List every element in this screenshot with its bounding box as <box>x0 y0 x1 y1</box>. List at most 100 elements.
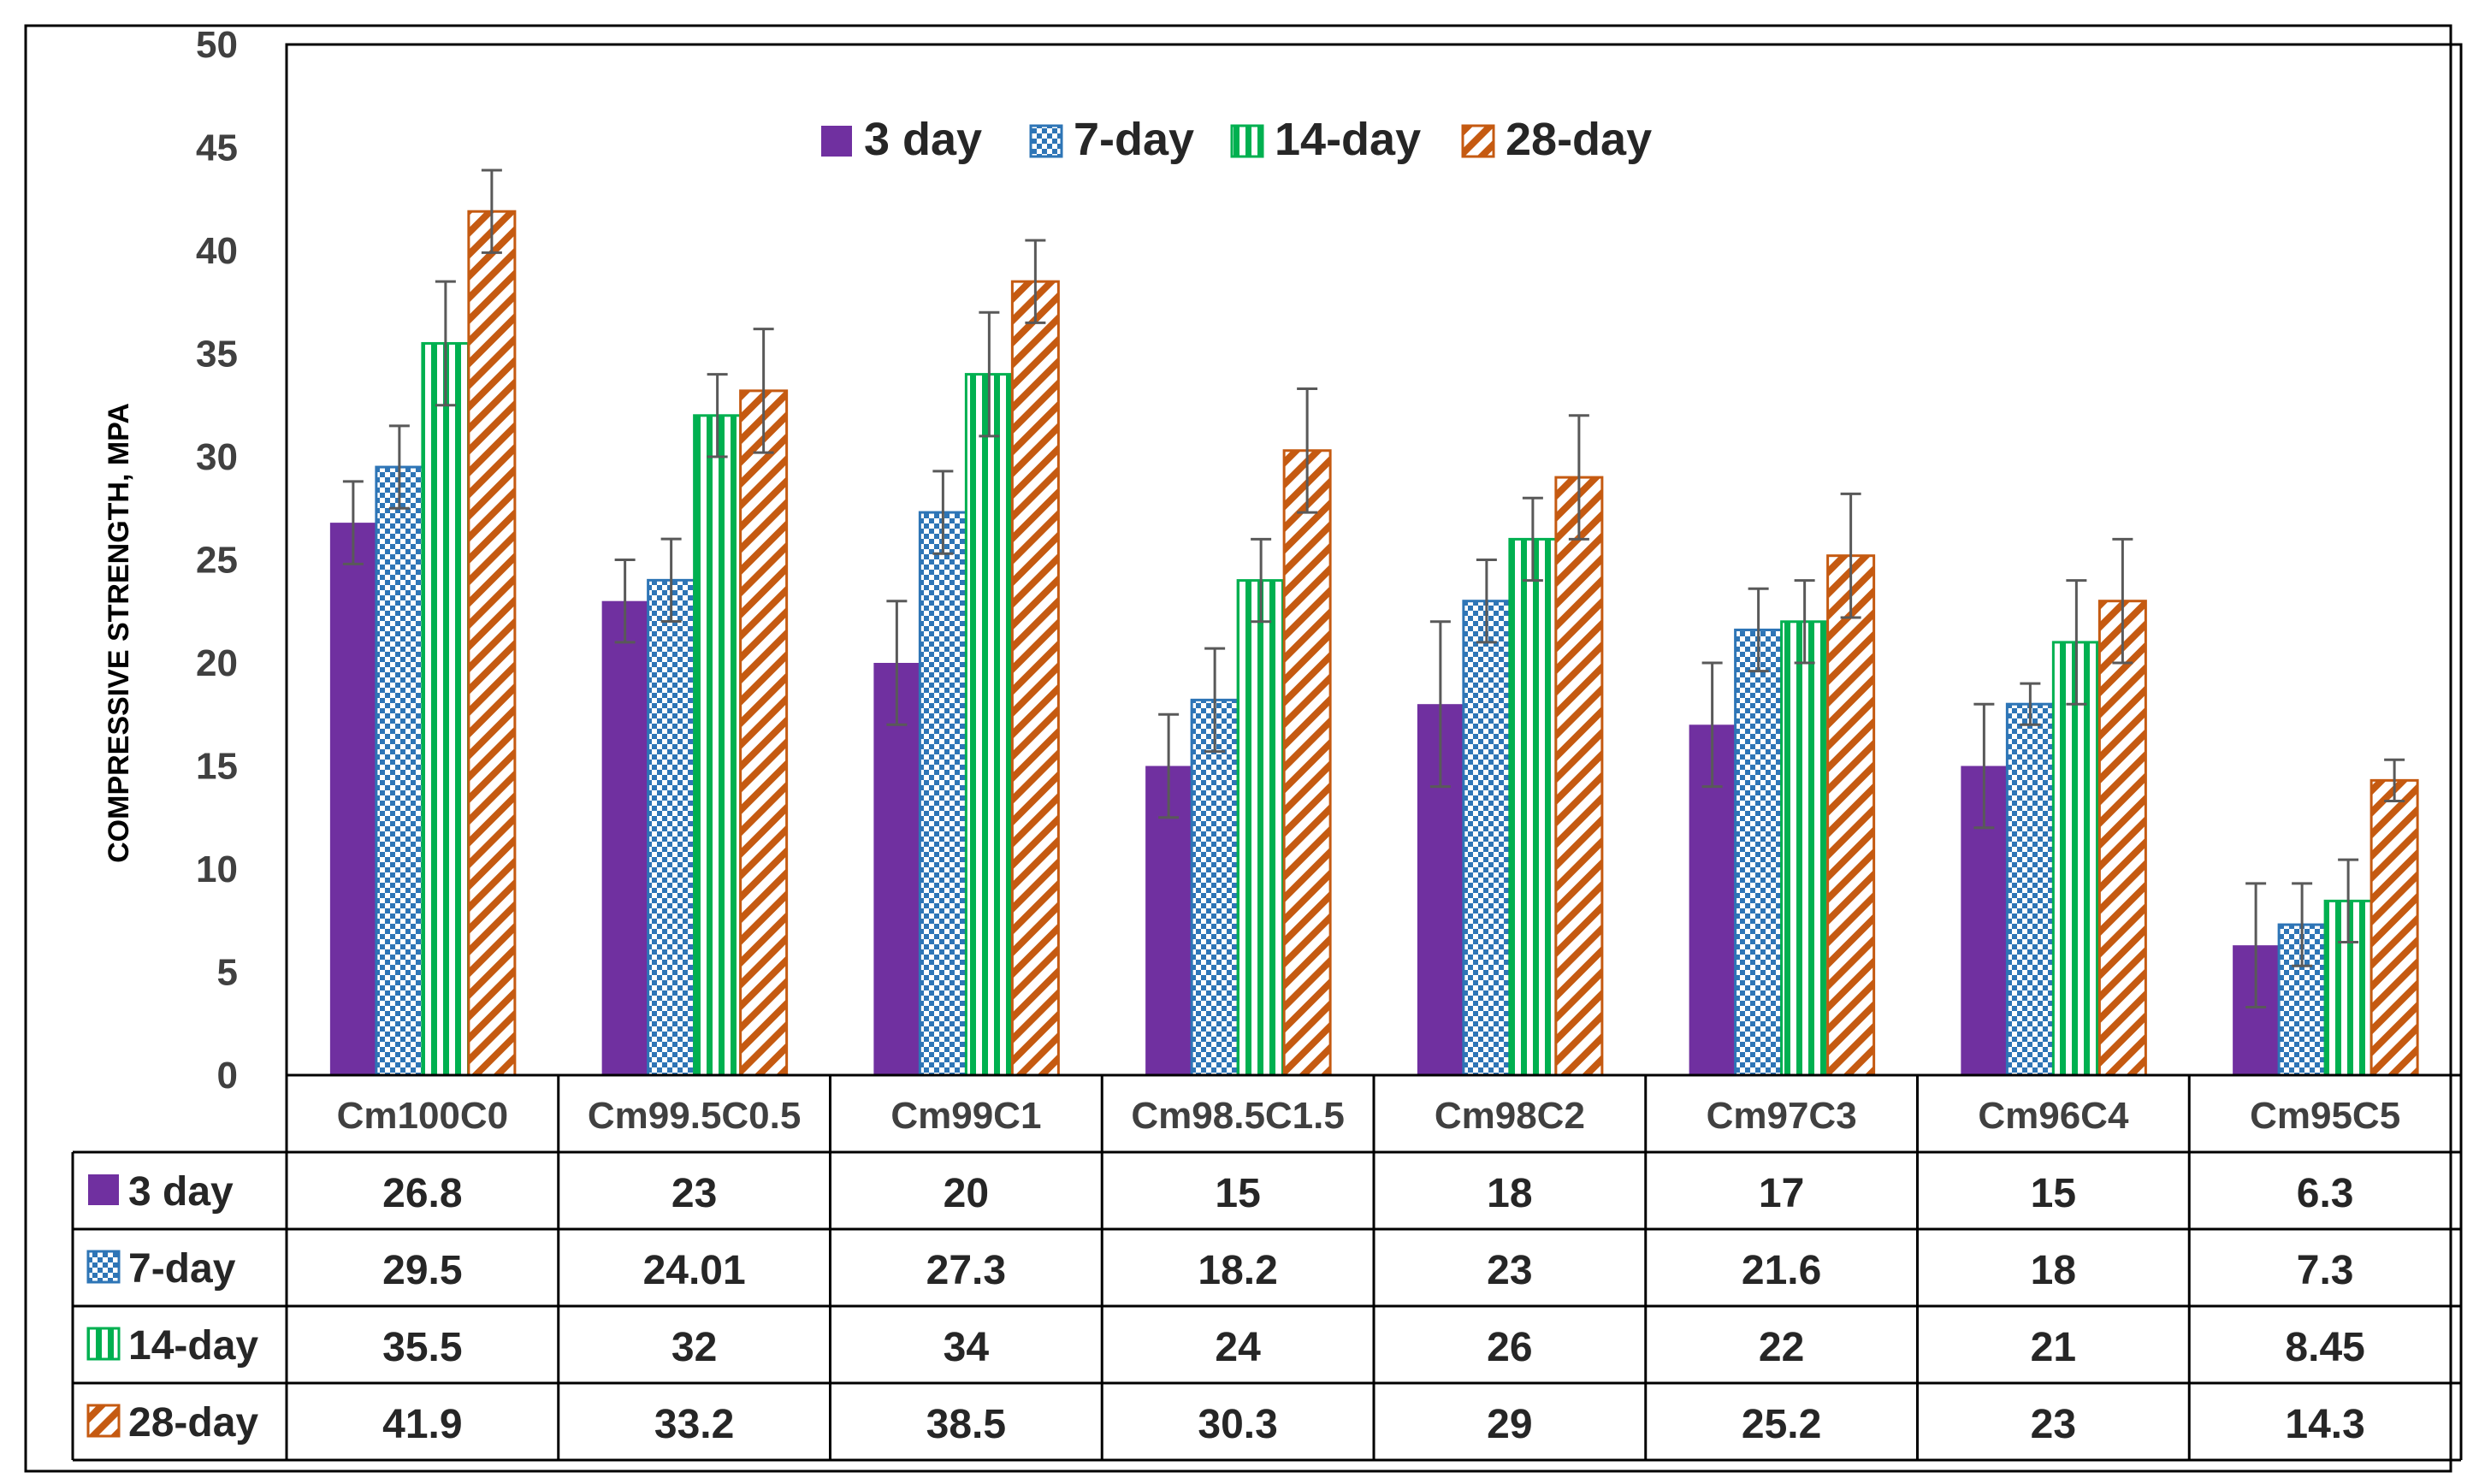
error-bar <box>2292 882 2313 967</box>
bar-14-day-Cm100C0 <box>421 341 470 1077</box>
table-row-swatch <box>86 1250 121 1284</box>
table-cell: 18 <box>1487 1171 1532 1216</box>
bar-28-day-Cm95C5 <box>2369 778 2419 1077</box>
table-cell: 34 <box>944 1325 990 1370</box>
bar-28-day-Cm99C1 <box>1010 280 1060 1077</box>
table-cell: 14.3 <box>2285 1402 2364 1447</box>
table-row-swatch <box>86 1327 121 1361</box>
error-bar <box>707 373 728 458</box>
table-cell: 25.2 <box>1742 1402 1821 1447</box>
y-tick-label: 10 <box>196 848 238 890</box>
legend: 3 day 7-day 14-day 28-day <box>821 114 1652 165</box>
error-bar <box>2384 758 2405 802</box>
bar-28-day-Cm100C0 <box>467 210 517 1077</box>
error-bar <box>481 169 502 254</box>
y-tick-label: 45 <box>196 127 238 169</box>
table-cell: 26 <box>1487 1325 1532 1370</box>
error-bar <box>2020 682 2041 726</box>
table-cell: 20 <box>944 1171 989 1216</box>
table-cell: 22 <box>1759 1325 1804 1370</box>
table-cell: 26.8 <box>382 1171 462 1216</box>
error-bar <box>342 480 364 565</box>
bar-7-day-Cm98.5C1.5 <box>1190 698 1239 1077</box>
bar-7-day-Cm96C4 <box>2005 702 2055 1077</box>
bar-7-day-Cm98C2 <box>1462 600 1512 1077</box>
bar-28-day-Cm98C2 <box>1554 476 1604 1077</box>
legend-swatch-3-day <box>821 126 852 157</box>
y-tick-label: 5 <box>217 952 238 994</box>
table-row-label: 28-day <box>128 1400 258 1446</box>
table-row-swatch <box>86 1404 121 1438</box>
bar-14-day-Cm96C4 <box>2051 641 2101 1077</box>
error-bar <box>435 280 456 407</box>
bar-series-group <box>329 210 2419 1077</box>
table-cell: 23 <box>1487 1248 1532 1293</box>
bar-7-day-Cm99C1 <box>918 511 967 1077</box>
y-tick-label: 25 <box>196 540 238 582</box>
table-cell: 6.3 <box>2297 1171 2354 1216</box>
table-cell: 15 <box>2031 1171 2076 1216</box>
error-bar <box>1973 702 1995 830</box>
bar-28-day-Cm96C4 <box>2097 600 2147 1077</box>
legend-label: 7-day <box>1074 114 1194 165</box>
y-tick-label: 40 <box>196 230 238 272</box>
error-bar <box>1794 579 1815 665</box>
y-tick-label: 0 <box>217 1055 238 1097</box>
category-label: Cm100C0 <box>337 1095 509 1137</box>
error-bar <box>660 537 682 624</box>
table-cell: 27.3 <box>926 1248 1006 1293</box>
bar-14-day-Cm98C2 <box>1508 537 1558 1077</box>
category-label: Cm99.5C0.5 <box>588 1095 801 1137</box>
error-bar <box>1840 492 1861 619</box>
legend-swatch-14-day <box>1230 124 1264 158</box>
error-bar <box>2245 882 2267 1008</box>
bar-14-day-Cm99.5C0.5 <box>693 414 742 1077</box>
table-cell: 38.5 <box>926 1402 1006 1447</box>
bar-14-day-Cm97C3 <box>1780 620 1830 1077</box>
category-label: Cm95C5 <box>2250 1095 2400 1137</box>
error-bar <box>753 328 774 454</box>
error-bar <box>1204 647 1226 754</box>
error-bar <box>2066 579 2087 706</box>
bar-3-day-Cm99C1 <box>873 663 920 1075</box>
category-label: Cm99C1 <box>890 1095 1041 1137</box>
category-label: Cm97C3 <box>1707 1095 1857 1137</box>
error-bar <box>1158 712 1180 819</box>
table-cell: 24 <box>1215 1325 1261 1370</box>
table-cell: 18.2 <box>1198 1248 1277 1293</box>
table-row-label: 14-day <box>128 1323 258 1369</box>
bar-7-day-Cm100C0 <box>375 465 424 1077</box>
data-table: Cm100C0 Cm99.5C0.5 Cm99C1 Cm98.5C1.5 Cm98C2 C… <box>71 1073 2463 1462</box>
table-cell: 32 <box>671 1325 717 1370</box>
legend-label: 28-day <box>1506 114 1652 165</box>
table-cell: 8.45 <box>2285 1325 2364 1370</box>
error-bar-group <box>342 169 2405 1008</box>
table-row-swatch <box>88 1174 119 1205</box>
y-tick-label: 35 <box>196 334 238 375</box>
legend-swatch-7-day <box>1029 124 1063 158</box>
bar-28-day-Cm97C3 <box>1826 554 1876 1077</box>
table-cell: 30.3 <box>1198 1402 1277 1447</box>
bar-14-day-Cm99C1 <box>964 373 1014 1077</box>
legend-label: 3 day <box>864 114 982 165</box>
table-cell: 29 <box>1487 1402 1532 1447</box>
chart-border <box>24 24 2452 1473</box>
y-tick-label: 15 <box>196 746 238 788</box>
legend-swatch-28-day <box>1461 124 1495 158</box>
bar-28-day-Cm98.5C1.5 <box>1282 449 1332 1077</box>
table-cell: 17 <box>1759 1171 1804 1216</box>
table-cell: 24.01 <box>643 1248 746 1293</box>
table-cell: 23 <box>2031 1402 2076 1447</box>
table-cell: 29.5 <box>382 1248 462 1293</box>
error-bar <box>1568 414 1589 541</box>
error-bar <box>1476 559 1497 644</box>
table-row-label: 3 day <box>128 1169 234 1215</box>
error-bar <box>932 470 954 555</box>
error-bar <box>614 559 636 644</box>
error-bar <box>886 600 908 726</box>
error-bar <box>2338 858 2359 944</box>
table-cell: 21 <box>2031 1325 2076 1370</box>
bar-7-day-Cm97C3 <box>1734 628 1784 1077</box>
y-tick-label: 30 <box>196 436 238 478</box>
